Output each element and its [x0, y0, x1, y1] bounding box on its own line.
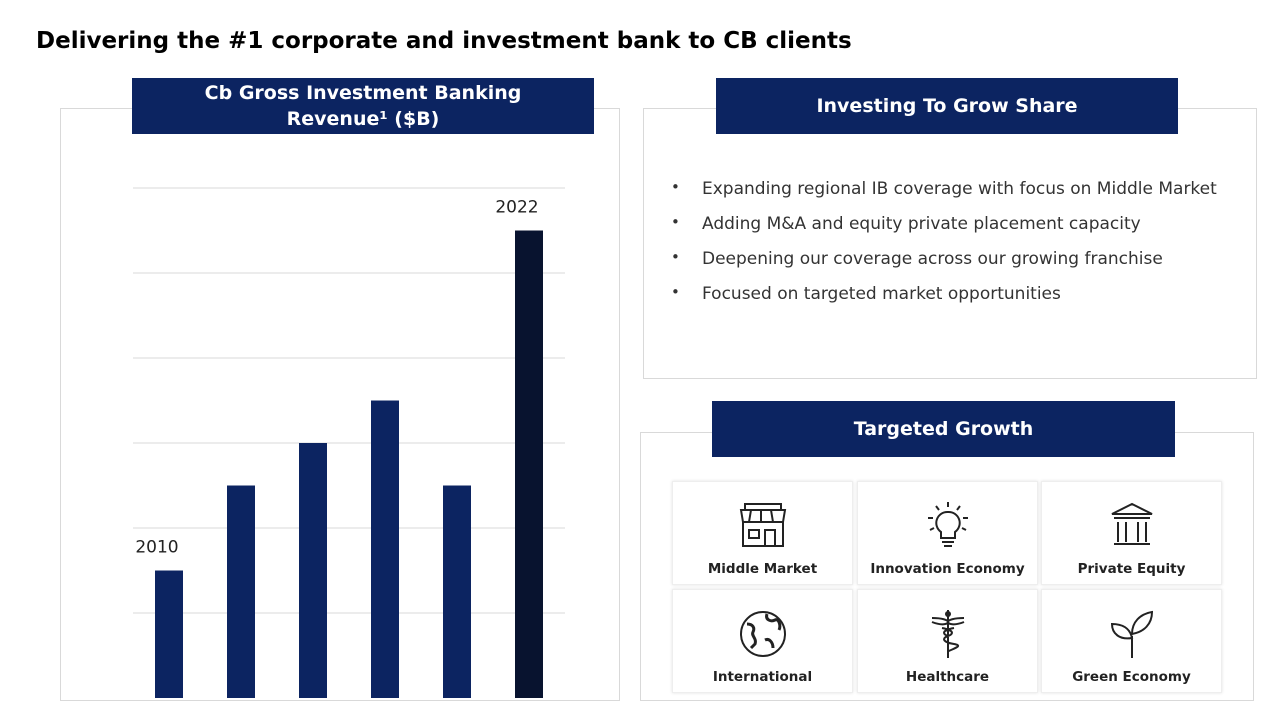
growth-tile: Private Equity: [1041, 481, 1222, 585]
bullet-text: Expanding regional IB coverage with focu…: [702, 179, 1217, 199]
growth-tile: International: [672, 589, 853, 693]
bullet-dot: •: [671, 178, 680, 196]
growth-tile: Healthcare: [857, 589, 1038, 693]
growth-tile: Green Economy: [1041, 589, 1222, 693]
growth-icon: [740, 611, 786, 657]
growth-label: Healthcare: [905, 669, 990, 685]
chart-title: Cb Gross Investment Banking Revenue¹ ($B…: [132, 78, 594, 134]
growth-label: International: [712, 669, 813, 685]
slide-title: Delivering the #1 corporate and investme…: [36, 28, 852, 54]
bullet-dot: •: [671, 248, 680, 266]
growth-tile: Middle Market: [672, 481, 853, 585]
growth-label: Private Equity: [1077, 561, 1186, 577]
growth-icon: [1111, 502, 1153, 545]
bullet-text: Focused on targeted market opportunities: [702, 284, 1061, 304]
growth-title: Targeted Growth: [712, 401, 1175, 457]
bar: [371, 400, 399, 698]
growth-icon: [739, 503, 787, 547]
bullet-dot: •: [671, 283, 680, 301]
bar: [443, 485, 471, 698]
bar: [299, 443, 327, 698]
bullet-dot: •: [671, 213, 680, 231]
growth-tile: Innovation Economy: [857, 481, 1038, 585]
bar: [155, 570, 183, 698]
growth-label: Green Economy: [1072, 669, 1191, 685]
bar-label: 2022: [495, 198, 538, 218]
bar: [515, 230, 543, 698]
growth-label: Middle Market: [707, 561, 818, 577]
bar: [227, 485, 255, 698]
growth-icon: [1110, 610, 1154, 658]
growth-icon: [931, 610, 965, 658]
growth-label: Innovation Economy: [870, 561, 1025, 577]
growth-icon: [928, 502, 968, 547]
bar-label: 2010: [135, 538, 178, 558]
chart: 2010 2022: [133, 187, 565, 698]
bullet-text: Deepening our coverage across our growin…: [702, 249, 1163, 269]
investing-title: Investing To Grow Share: [716, 78, 1178, 134]
bullet-text: Adding M&A and equity private placement …: [702, 214, 1141, 234]
